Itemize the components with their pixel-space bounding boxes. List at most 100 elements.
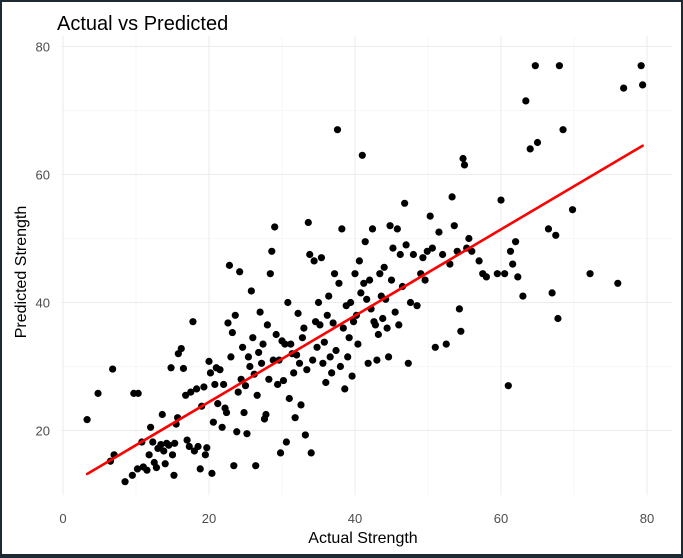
data-point bbox=[133, 465, 142, 473]
data-point bbox=[83, 416, 91, 424]
data-point bbox=[222, 408, 231, 417]
data-point bbox=[360, 279, 368, 287]
data-point bbox=[294, 309, 302, 317]
data-point bbox=[450, 222, 458, 230]
y-tick-label: 60 bbox=[36, 168, 50, 183]
data-point bbox=[344, 353, 352, 361]
data-point bbox=[568, 206, 577, 214]
data-point bbox=[200, 383, 208, 391]
data-point bbox=[435, 228, 443, 236]
data-point bbox=[225, 261, 234, 269]
data-point bbox=[310, 257, 318, 265]
data-point bbox=[319, 359, 327, 367]
data-point bbox=[171, 439, 179, 447]
data-point bbox=[290, 369, 298, 377]
data-point bbox=[431, 343, 439, 351]
data-point bbox=[323, 311, 331, 319]
data-point bbox=[233, 428, 241, 436]
data-point bbox=[506, 247, 515, 255]
data-point bbox=[230, 462, 238, 470]
data-point bbox=[276, 449, 285, 457]
data-point bbox=[396, 250, 404, 259]
data-point bbox=[243, 430, 251, 438]
data-point bbox=[121, 478, 129, 486]
data-point bbox=[586, 270, 594, 278]
data-point bbox=[401, 199, 409, 207]
data-point bbox=[511, 238, 520, 246]
data-point bbox=[328, 369, 336, 377]
data-point bbox=[196, 465, 204, 473]
data-point bbox=[266, 270, 274, 278]
data-point bbox=[509, 260, 517, 268]
data-point bbox=[128, 471, 136, 479]
data-point bbox=[295, 359, 304, 367]
data-point bbox=[281, 340, 289, 348]
data-point bbox=[301, 431, 309, 439]
data-point bbox=[291, 414, 299, 422]
data-point bbox=[317, 254, 326, 262]
data-point bbox=[364, 359, 372, 367]
data-point bbox=[371, 321, 380, 329]
data-point bbox=[220, 380, 228, 389]
data-point bbox=[313, 343, 321, 351]
data-point bbox=[533, 138, 542, 147]
data-point bbox=[257, 359, 266, 367]
data-point bbox=[361, 238, 369, 246]
data-point bbox=[544, 225, 553, 233]
data-point bbox=[448, 193, 456, 201]
data-point bbox=[303, 366, 311, 374]
y-tick-label: 80 bbox=[36, 40, 50, 55]
data-point bbox=[406, 298, 415, 307]
data-point bbox=[206, 369, 215, 377]
data-point bbox=[203, 444, 211, 452]
data-point bbox=[94, 389, 102, 397]
chart-title: Actual vs Predicted bbox=[57, 13, 228, 35]
data-point bbox=[284, 298, 292, 307]
x-tick-label: 40 bbox=[348, 511, 362, 526]
data-point bbox=[228, 328, 236, 337]
regression-line-group bbox=[85, 144, 644, 476]
data-point bbox=[205, 357, 213, 365]
data-point bbox=[559, 126, 567, 134]
data-point bbox=[268, 247, 276, 255]
data-point bbox=[189, 318, 197, 326]
data-point bbox=[341, 385, 349, 393]
data-point bbox=[374, 330, 382, 339]
data-point bbox=[152, 464, 161, 472]
data-point bbox=[192, 385, 201, 393]
data-point bbox=[465, 234, 473, 243]
data-point bbox=[363, 295, 371, 303]
data-point bbox=[373, 356, 381, 364]
data-point bbox=[209, 418, 217, 426]
data-point bbox=[234, 388, 242, 396]
data-point bbox=[402, 241, 410, 249]
data-point bbox=[161, 460, 169, 468]
data-point bbox=[300, 324, 308, 332]
data-point bbox=[147, 423, 155, 431]
data-point bbox=[320, 338, 328, 346]
y-tick-label: 40 bbox=[36, 296, 50, 311]
data-point bbox=[531, 62, 539, 70]
data-point bbox=[211, 380, 219, 389]
data-point bbox=[366, 276, 374, 284]
data-point bbox=[336, 362, 344, 371]
data-point bbox=[298, 334, 307, 342]
data-point bbox=[333, 126, 342, 134]
data-point bbox=[482, 273, 490, 281]
y-axis-title: Predicted Strength bbox=[13, 206, 30, 339]
data-point bbox=[358, 151, 366, 159]
data-point bbox=[368, 225, 377, 233]
data-point bbox=[259, 340, 267, 348]
data-point bbox=[170, 471, 178, 479]
data-point bbox=[348, 372, 356, 380]
data-point bbox=[247, 287, 255, 295]
data-point bbox=[386, 222, 394, 230]
data-point bbox=[255, 348, 263, 357]
data-point bbox=[419, 254, 427, 262]
data-point bbox=[504, 382, 512, 390]
data-point bbox=[238, 343, 247, 351]
data-point bbox=[282, 438, 290, 446]
data-point bbox=[307, 449, 315, 457]
data-point bbox=[263, 321, 271, 329]
